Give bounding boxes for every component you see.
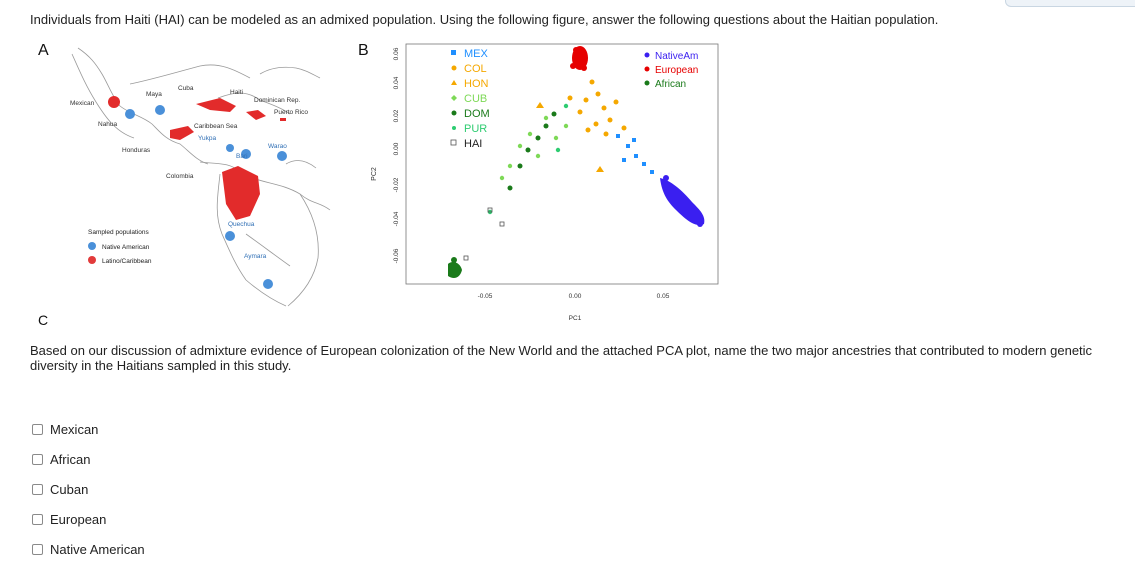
option-native-american[interactable]: Native American [32, 534, 145, 564]
y-tick-0.02: 0.02 [393, 109, 400, 122]
option-cuban[interactable]: Cuban [32, 474, 145, 504]
yukpa-marker [226, 144, 234, 152]
y-tick-0.04: 0.04 [393, 76, 400, 89]
mexican-points [616, 134, 654, 174]
legend-cub-marker [451, 95, 457, 101]
african-cluster [448, 257, 462, 278]
option-european-label: European [50, 511, 107, 527]
checkbox-mexican[interactable] [32, 423, 43, 435]
option-african-label: African [50, 451, 91, 467]
legend-col-marker [451, 65, 457, 71]
option-mexican[interactable]: Mexican [32, 414, 145, 444]
colombian-honduran-points [536, 79, 627, 172]
pca-xlabel: PC1 [569, 315, 582, 322]
top-toolbar-edge [1005, 0, 1135, 7]
map-label-puerto-rico: Puerto Rico [274, 109, 308, 116]
legend-hai: HAI [464, 138, 482, 150]
figure: A B C [30, 38, 730, 328]
option-european[interactable]: European [32, 504, 145, 534]
map-label-nahua: Nahua [98, 121, 118, 128]
legend-nativeam-marker [644, 52, 650, 58]
option-native-american-label: Native American [50, 541, 145, 557]
x-tick-0.00: 0.00 [569, 293, 582, 300]
legend-african-marker [644, 80, 650, 86]
map-label-cuba: Cuba [178, 85, 194, 92]
legend-european-marker [644, 66, 650, 72]
map-label-maya: Maya [146, 91, 162, 98]
option-cuban-label: Cuban [50, 481, 89, 497]
legend-mex-marker [451, 50, 456, 55]
caribbean-points [463, 103, 569, 261]
checkbox-european[interactable] [32, 513, 43, 525]
colombia-shape [222, 166, 260, 220]
checkbox-native-american[interactable] [32, 543, 43, 555]
map-legend-title: Sampled populations [88, 229, 149, 236]
legend-dom-marker [451, 110, 457, 116]
panel-a-letter: A [38, 42, 49, 59]
pca-legend-left: MEX COL HON CUB DOM PUR HAI [450, 48, 490, 150]
x-tick-0.05: 0.05 [657, 293, 670, 300]
checkbox-cuban[interactable] [32, 483, 43, 495]
y-tick-minus-0.06: -0.06 [393, 248, 400, 263]
question-intro: Individuals from Haiti (HAI) can be mode… [30, 12, 939, 27]
checkbox-african[interactable] [32, 453, 43, 465]
legend-hon-marker [451, 80, 457, 85]
map-label-bari: Bari [236, 153, 248, 160]
european-cluster [570, 46, 588, 71]
map-panel: Mexican Maya Cuba Haiti Dominican Rep. P… [70, 47, 331, 307]
map-label-warao: Warao [268, 143, 287, 150]
x-tick-minus-0.05: -0.05 [478, 293, 493, 300]
cuba-shape [196, 98, 236, 112]
pca-frame [405, 43, 719, 285]
legend-latino-caribbean-dot [88, 256, 96, 264]
pca-legend-right: NativeAm European African [644, 51, 698, 90]
bari-marker [241, 149, 251, 159]
aymara-marker [263, 279, 273, 289]
panel-b-letter: B [358, 42, 369, 59]
legend-hon: HON [464, 78, 489, 90]
question-prompt: Based on our discussion of admixture evi… [30, 343, 1093, 373]
nahua-marker [125, 109, 135, 119]
map-label-aymara: Aymara [244, 253, 267, 260]
map-label-quechua: Quechua [228, 221, 255, 228]
legend-european: European [655, 65, 698, 76]
map-label-yukpa: Yukpa [198, 135, 216, 142]
map-label-colombia: Colombia [166, 173, 194, 180]
mexican-marker [108, 96, 120, 108]
option-african[interactable]: African [32, 444, 145, 474]
map-legend-native-american: Native American [102, 244, 150, 251]
legend-african: African [655, 79, 686, 90]
option-mexican-label: Mexican [50, 421, 99, 437]
legend-pur: PUR [464, 123, 487, 135]
legend-pur-marker [452, 126, 456, 130]
y-tick-0.06: 0.06 [393, 47, 400, 60]
map-label-dominican-rep: Dominican Rep. [254, 97, 300, 104]
map-label-haiti: Haiti [230, 89, 243, 96]
map-label-honduras: Honduras [122, 147, 151, 154]
y-tick-minus-0.04: -0.04 [393, 211, 400, 226]
legend-hai-marker [450, 139, 457, 146]
map-label-caribbean-sea: Caribbean Sea [194, 123, 238, 130]
pca-ylabel: PC2 [371, 167, 378, 181]
native-american-cluster [660, 175, 705, 227]
map-label-mexican: Mexican [70, 100, 95, 107]
honduras-shape [170, 126, 194, 140]
maya-marker [155, 105, 165, 115]
pca-plot: PC2 0.06 0.04 0.02 0.00 -0.02 -0.04 -0.0… [371, 43, 719, 322]
warao-marker [277, 151, 287, 161]
legend-native-american-dot [88, 242, 96, 250]
answer-options: Mexican African Cuban European Native Am… [32, 414, 145, 564]
y-tick-minus-0.02: -0.02 [393, 177, 400, 192]
legend-cub: CUB [464, 93, 487, 105]
puerto-rico-shape [280, 118, 286, 121]
map-legend-latino-caribbean: Latino/Caribbean [102, 258, 152, 265]
y-tick-0.00: 0.00 [393, 142, 400, 155]
legend-col: COL [464, 63, 487, 75]
legend-dom: DOM [464, 108, 490, 120]
quechua-marker [225, 231, 235, 241]
haiti-shape [246, 110, 266, 120]
legend-nativeam: NativeAm [655, 51, 698, 62]
panel-c-letter: C [38, 312, 49, 328]
legend-mex: MEX [464, 48, 489, 60]
